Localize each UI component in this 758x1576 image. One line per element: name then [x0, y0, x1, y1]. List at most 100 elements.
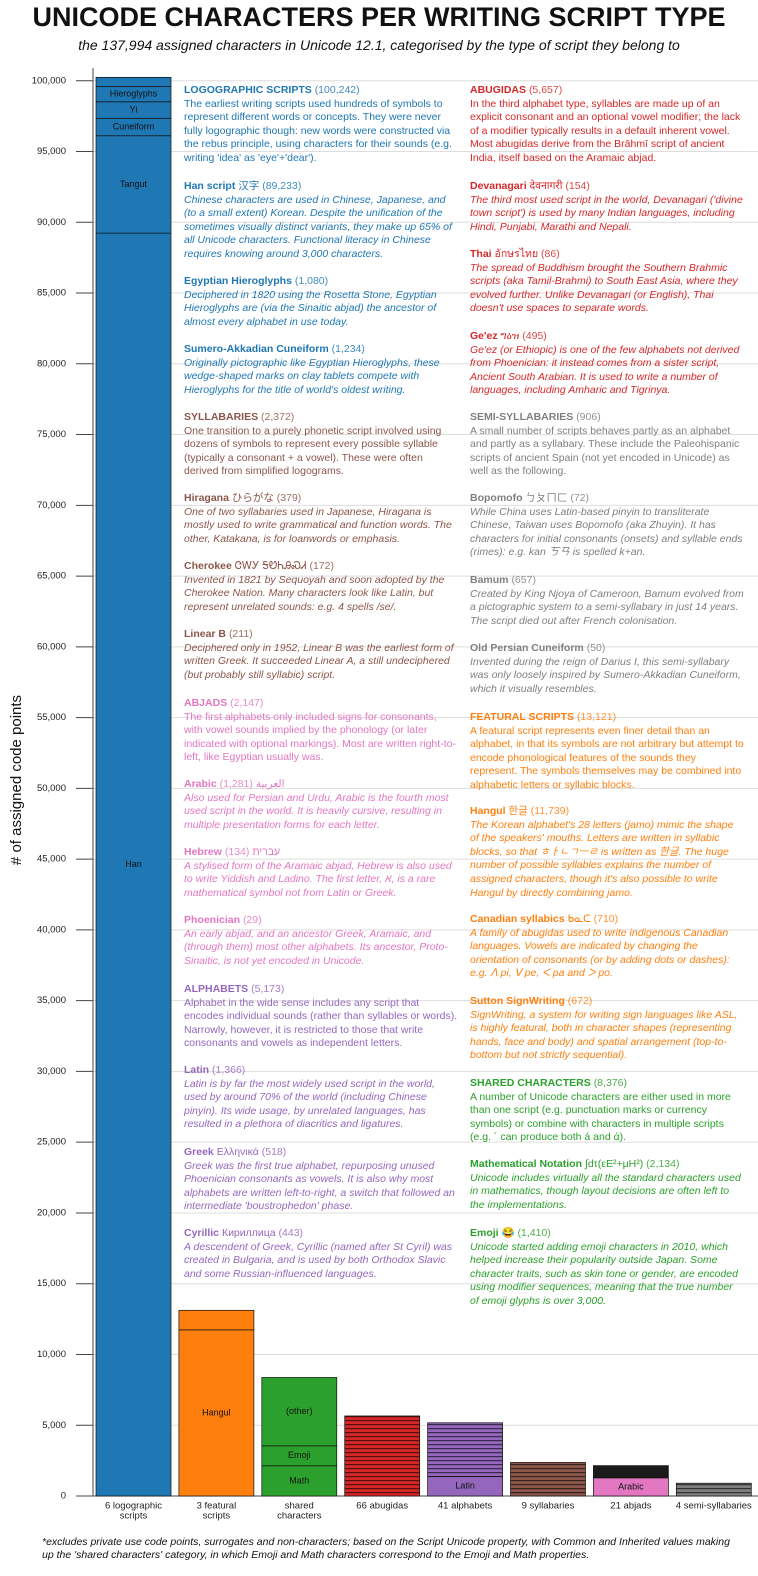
block-heading: Old Persian Cuneiform (50) — [470, 642, 744, 656]
text-block: Han script 汉字 (89,233) Chinese characters… — [184, 180, 458, 262]
block-heading: Hiragana ひらがな (379) — [184, 492, 458, 506]
block-heading: Latin (1,366) — [184, 1064, 458, 1078]
script-sample: Ελληνικά — [216, 1146, 259, 1158]
block-text: Ge'ez (or Ethiopic) is one of the few al… — [470, 343, 740, 397]
text-block: Thai อักษรไทย (86) The spread of Buddhism… — [470, 248, 744, 316]
x-tick-label: scripts — [203, 1511, 231, 1522]
text-block: Ge'ez ግዕዝ (495) Ge'ez (or Ethiopic) is on… — [470, 330, 744, 398]
x-tick-label: 66 abugidas — [356, 1501, 408, 1512]
block-text: Chinese characters are used in Chinese, … — [184, 193, 452, 260]
block-count: (134) — [224, 846, 250, 858]
text-block: Egyptian Hieroglyphs (1,080) Deciphered i… — [184, 275, 458, 329]
block-name: SEMI-SYLLABARIES — [470, 411, 574, 423]
script-sample: ∫dτ(εE²+μH²) — [584, 1158, 644, 1170]
block-heading: Cherokee ᏣᎳᎩ ᎦᏬᏂᎯᏍᏗ (172) — [184, 560, 458, 574]
block-count: (100,242) — [314, 84, 360, 96]
block-heading: Greek Ελληνικά (518) — [184, 1146, 458, 1160]
block-name: Cyrillic — [184, 1227, 220, 1239]
text-block: SEMI-SYLLABARIES (906) A small number of … — [470, 411, 744, 479]
block-text: While China uses Latin-based pinyin to t… — [470, 505, 743, 559]
block-text: Unicode started adding emoji characters … — [470, 1240, 738, 1307]
text-block: Emoji 😂 (1,410) Unicode started adding em… — [470, 1227, 744, 1309]
block-name: Hiragana — [184, 492, 229, 504]
y-tick-label: 25,000 — [37, 1137, 66, 1148]
y-tick-label: 60,000 — [37, 641, 66, 652]
script-sample: עברית — [252, 846, 281, 858]
block-name: Thai — [470, 248, 492, 260]
block-name: Linear B — [184, 628, 227, 640]
block-heading: Sutton SignWriting (672) — [470, 995, 744, 1009]
block-count: (495) — [522, 330, 547, 342]
block-name: Phoenician — [184, 914, 241, 926]
block-heading: SEMI-SYLLABARIES (906) — [470, 411, 744, 425]
script-sample: 한글 — [508, 805, 528, 817]
block-heading: Bopomofo ㄅㄆㄇㄈ (72) — [470, 492, 744, 506]
text-block: Devanagari देवनागरी (154) The third most … — [470, 180, 744, 234]
text-block: Greek Ελληνικά (518) Greek was the first … — [184, 1146, 458, 1214]
segment-label: Cuneiform — [113, 121, 155, 131]
x-tick-label: 6 logographic — [105, 1501, 162, 1512]
bar-stripes — [427, 1422, 503, 1477]
script-sample: العربية — [255, 778, 285, 790]
block-heading: Phoenician (29) — [184, 914, 458, 928]
text-block: Phoenician (29) An early abjad, and an an… — [184, 914, 458, 968]
block-count: (1,281) — [219, 778, 253, 790]
block-text: Deciphered in 1820 using the Rosetta Sto… — [184, 288, 437, 328]
block-count: (5,657) — [528, 84, 563, 96]
block-heading: Canadian syllabics ᑲᓇᑕ (710) — [470, 913, 744, 927]
block-text: Invented during the reign of Darius I, t… — [470, 655, 741, 695]
block-text: The Korean alphabet's 28 letters (jamo) … — [470, 818, 734, 899]
block-count: (211) — [228, 628, 253, 640]
x-tick-label: 9 syllabaries — [522, 1501, 575, 1512]
block-count: (2,372) — [261, 411, 295, 423]
bar-segment — [261, 1465, 338, 1497]
x-tick-label: 21 abjads — [610, 1501, 651, 1512]
bar-segment — [95, 76, 172, 87]
block-name: ALPHABETS — [184, 983, 249, 995]
bar-stripes — [344, 1415, 420, 1496]
text-block: Arabic العربية (1,281) Also used for Pers… — [184, 778, 458, 832]
x-tick-label: characters — [277, 1511, 322, 1522]
bar-stripes — [676, 1483, 752, 1496]
block-count: (1,366) — [212, 1064, 246, 1076]
block-name: Han script — [184, 180, 236, 192]
text-block: Hebrew עברית (134) A stylised form of the… — [184, 846, 458, 900]
block-heading: Arabic العربية (1,281) — [184, 778, 458, 792]
block-name: FEATURAL SCRIPTS — [470, 711, 575, 723]
y-tick-label: 95,000 — [37, 146, 66, 157]
text-block: ABJADS (2,147) The first alphabets only i… — [184, 697, 458, 765]
block-text: A family of abugidas used to write indig… — [470, 926, 730, 980]
text-block: Latin (1,366) Latin is by far the most wi… — [184, 1064, 458, 1132]
x-tick-label: 3 featural — [197, 1501, 237, 1512]
text-block: Hangul 한글 (11,739) The Korean alphabet's … — [470, 805, 744, 900]
y-tick-label: 40,000 — [37, 924, 66, 935]
block-text: In the third alphabet type, syllables ar… — [470, 97, 741, 164]
block-count: (906) — [576, 411, 601, 423]
footnote: *excludes private use code points, surro… — [42, 1536, 730, 1561]
block-heading: Linear B (211) — [184, 628, 458, 642]
text-block: LOGOGRAPHIC SCRIPTS (100,242) The earlies… — [184, 84, 458, 166]
block-name: Latin — [184, 1064, 210, 1076]
block-count: (1,234) — [331, 343, 365, 355]
segment-label: Math — [289, 1475, 309, 1485]
text-block: SYLLABARIES (2,372) One transition to a p… — [184, 411, 458, 479]
block-text: Also used for Persian and Urdu, Arabic i… — [184, 791, 449, 831]
text-block: Bopomofo ㄅㄆㄇㄈ (72) While China uses Latin… — [470, 492, 744, 560]
text-block: Linear B (211) Deciphered only in 1952, L… — [184, 628, 458, 682]
y-tick-label: 50,000 — [37, 783, 66, 794]
block-heading: Thai อักษรไทย (86) — [470, 248, 744, 262]
block-text: Originally pictographic like Egyptian Hi… — [184, 356, 440, 396]
block-count: (518) — [261, 1146, 287, 1158]
block-text: The third most used script in the world,… — [470, 193, 743, 233]
bar-segment — [95, 135, 172, 234]
block-count: (29) — [242, 914, 262, 926]
bar-segment — [593, 1465, 669, 1479]
block-text: One of two syllabaries used in Japanese,… — [184, 505, 452, 545]
script-sample: देवनागरी — [529, 180, 563, 192]
y-axis-label: # of assigned code points — [8, 695, 25, 865]
block-name: Emoji — [470, 1227, 499, 1239]
block-text: An early abjad, and an ancestor Greek, A… — [184, 927, 448, 967]
block-name: Bopomofo — [470, 492, 523, 504]
y-tick-label: 70,000 — [37, 500, 66, 511]
block-text: The spread of Buddhism brought the South… — [470, 261, 738, 315]
